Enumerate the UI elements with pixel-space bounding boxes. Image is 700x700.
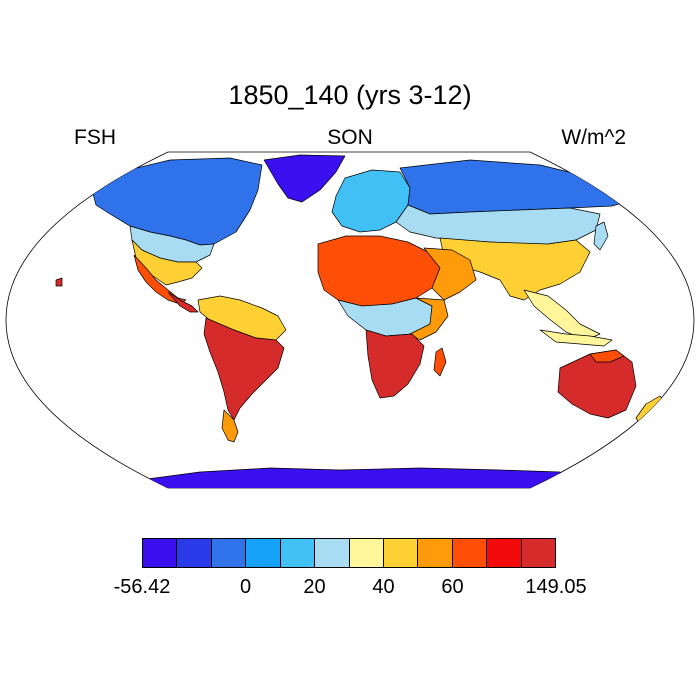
indonesia [539, 329, 613, 347]
colorbar-box-9 [452, 539, 488, 567]
colorbar-box-8 [418, 539, 453, 567]
colorbar-label-1: 0 [239, 576, 252, 598]
plot-title: 1850_140 (yrs 3-12) [228, 80, 472, 110]
colorbar [142, 538, 556, 568]
europe [331, 169, 411, 233]
colorbar-box-11 [521, 539, 556, 567]
arabia [423, 247, 477, 301]
colorbar-label-2: 20 [303, 576, 326, 598]
greenland [263, 154, 346, 203]
central-america [167, 291, 199, 313]
colorbar-box-0 [143, 539, 178, 567]
colorbar-label-0: -56.42 [113, 576, 171, 598]
south-america-central [203, 317, 285, 421]
colorbar-box-10 [487, 539, 522, 567]
units-label: W/m^2 [561, 126, 626, 149]
madagascar [433, 347, 447, 377]
variable-label: FSH [74, 126, 116, 149]
south-america-south [221, 409, 239, 443]
colorbar-label-3: 40 [372, 576, 395, 598]
southern-africa [365, 329, 425, 399]
colorbar-box-4 [280, 539, 316, 567]
east-africa [409, 297, 449, 341]
japan [593, 221, 609, 251]
antarctica [139, 467, 581, 488]
hawaii [55, 277, 63, 287]
north-africa [317, 235, 441, 307]
colorbar-label-5: 149.05 [525, 576, 587, 598]
colorbar-box-6 [349, 539, 384, 567]
colorbar-label-4: 60 [441, 576, 464, 598]
colorbar-box-5 [315, 539, 350, 567]
colorbar-box-3 [246, 539, 281, 567]
australia-north [589, 349, 625, 363]
siberia [399, 159, 641, 215]
colorbar-box-2 [211, 539, 247, 567]
colorbar-box-1 [177, 539, 212, 567]
colorbar-box-7 [383, 539, 419, 567]
season-label: SON [327, 126, 373, 149]
